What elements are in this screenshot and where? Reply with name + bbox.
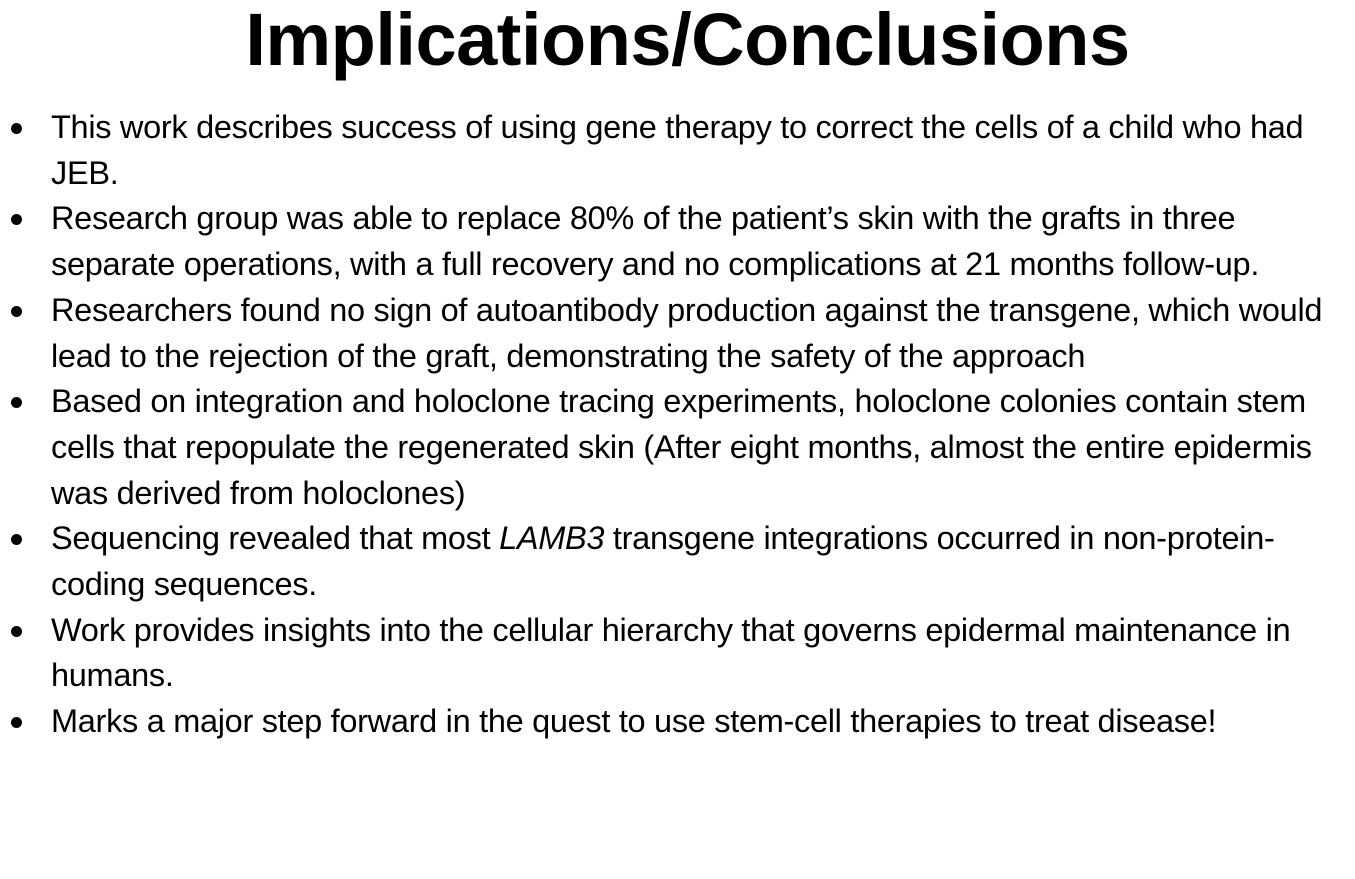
bullet-list: This work describes success of using gen… <box>0 105 1340 745</box>
bullet-item: Marks a major step forward in the quest … <box>0 699 1340 745</box>
bullet-icon <box>11 717 22 729</box>
gene-name: LAMB3 <box>499 520 605 557</box>
bullet-text: Researchers found no sign of autoantibod… <box>51 291 1323 374</box>
bullet-text-after: transgene integrations occurred in non-p… <box>51 520 1275 603</box>
bullet-text: Marks a major step forward in the quest … <box>51 703 1217 740</box>
bullet-item: Research group was able to replace 80% o… <box>0 196 1340 287</box>
bullet-item: Researchers found no sign of autoantibod… <box>0 288 1340 379</box>
bullet-text: Based on integration and holoclone traci… <box>51 383 1312 511</box>
bullet-item: Based on integration and holoclone traci… <box>0 379 1340 516</box>
bullet-text: Work provides insights into the cellular… <box>51 611 1291 694</box>
bullet-icon <box>11 625 22 637</box>
bullet-text: This work describes success of using gen… <box>51 109 1304 191</box>
bullet-text: Research group was able to replace 80% o… <box>51 200 1260 283</box>
bullet-item: Work provides insights into the cellular… <box>0 608 1340 699</box>
bullet-icon <box>11 397 22 409</box>
slide-title: Implications/Conclusions <box>245 0 1130 81</box>
bullet-text: Sequencing revealed that most LAMB3 tran… <box>51 520 1275 602</box>
bullet-item: This work describes success of using gen… <box>0 105 1340 196</box>
bullet-icon <box>11 534 22 546</box>
bullet-text-before: Sequencing revealed that most <box>51 520 500 557</box>
bullet-item: Sequencing revealed that most LAMB3 tran… <box>0 516 1340 607</box>
bullet-icon <box>11 305 22 317</box>
bullet-icon <box>11 214 22 226</box>
bullet-icon <box>11 123 22 134</box>
